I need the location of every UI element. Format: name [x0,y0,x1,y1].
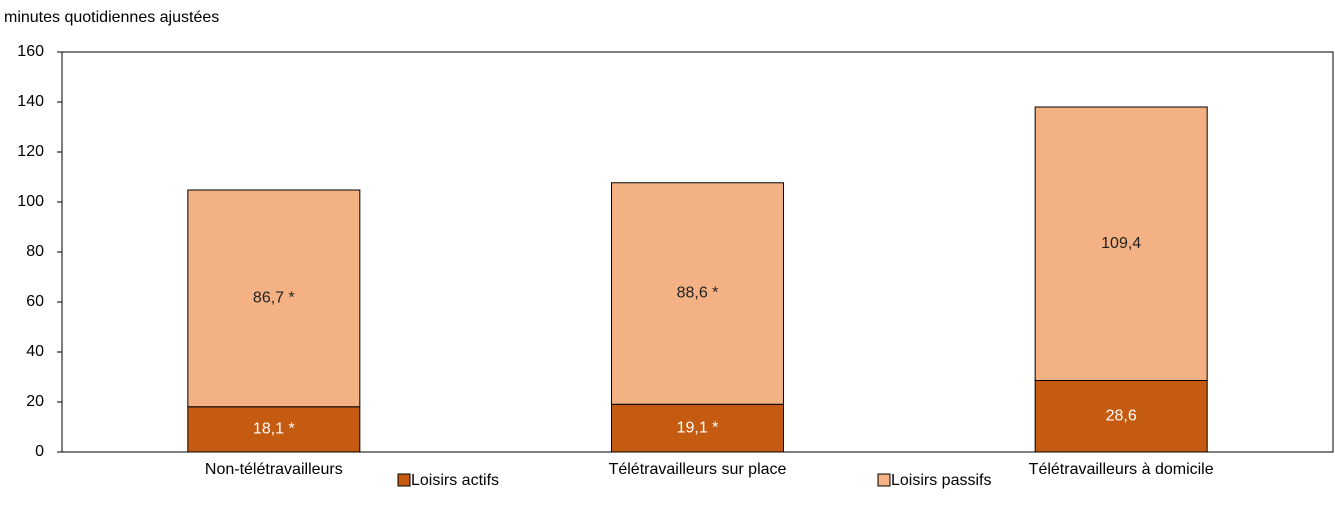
y-tick-label: 0 [35,443,44,460]
y-axis-label: minutes quotidiennes ajustées [4,9,219,26]
x-tick-label: Télétravailleurs sur place [609,461,787,478]
data-label: 109,4 [1101,235,1141,252]
legend-label: Loisirs passifs [891,472,991,489]
bar-segment [187,406,361,453]
y-tick-label: 40 [26,343,44,360]
data-label: 19,1 * [677,419,719,436]
y-tick-label: 140 [17,93,44,110]
legend-label: Loisirs actifs [411,472,499,489]
data-label: 18,1 * [253,421,295,438]
bar-segment [187,189,361,408]
legend-swatch [397,473,411,487]
data-label: 88,6 * [677,285,719,302]
x-tick-label: Télétravailleurs à domicile [1029,461,1214,478]
legend-swatch [877,473,891,487]
y-tick-label: 160 [17,43,44,60]
x-tick-label: Non-télétravailleurs [205,461,343,478]
y-tick-label: 100 [17,193,44,210]
data-label: 28,6 [1106,407,1137,424]
bar-segment [1034,380,1208,453]
y-tick-label: 60 [26,293,44,310]
y-tick-label: 20 [26,393,44,410]
bar-segment [1034,106,1208,381]
bar-segment [611,182,784,405]
y-tick-label: 80 [26,243,44,260]
data-label: 86,7 * [253,290,295,307]
y-tick-label: 120 [17,143,44,160]
